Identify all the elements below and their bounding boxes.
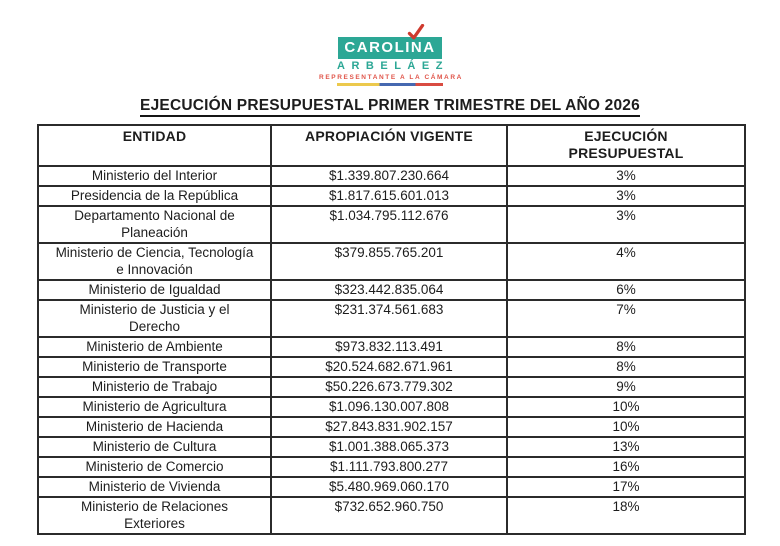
checkmark-icon — [407, 24, 425, 40]
entity-cell: Ministerio de Transporte — [37, 356, 272, 378]
entity-cell: Ministerio de Hacienda — [37, 416, 272, 438]
appropriation-cell: $1.096.130.007.808 — [270, 396, 508, 418]
execution-cell: 6% — [506, 279, 746, 301]
execution-cell: 16% — [506, 456, 746, 478]
col-header-ejecucion-presupuestal: EJECUCIÓN PRESUPUESTAL — [506, 124, 746, 167]
col-header-entidad: ENTIDAD — [37, 124, 272, 167]
page: CAROLINA ARBELÁEZ REPRESENTANTE A LA CÁM… — [0, 24, 780, 535]
entity-cell: Ministerio de Relaciones Exteriores — [37, 496, 272, 535]
header-row: ENTIDAD APROPIACIÓN VIGENTE EJECUCIÓN PR… — [37, 124, 746, 167]
entity-cell: Ministerio de Ciencia, Tecnología e Inno… — [37, 242, 272, 281]
logo-surname: ARBELÁEZ — [337, 60, 449, 72]
entity-cell: Ministerio de Agricultura — [37, 396, 272, 418]
execution-cell: 3% — [506, 185, 746, 207]
execution-cell: 10% — [506, 416, 746, 438]
execution-cell: 8% — [506, 336, 746, 358]
appropriation-cell: $1.339.807.230.664 — [270, 165, 508, 187]
table-row: Ministerio del Interior $1.339.807.230.66… — [37, 165, 746, 187]
execution-cell: 3% — [506, 205, 746, 244]
table-row: Presidencia de la República $1.817.615.60… — [37, 185, 746, 207]
table-row: Ministerio de Igualdad $323.442.835.064 6% — [37, 279, 746, 301]
appropriation-cell: $50.226.673.779.302 — [270, 376, 508, 398]
table-row: Ministerio de Comercio $1.111.793.800.277… — [37, 456, 746, 478]
execution-cell: 10% — [506, 396, 746, 418]
table-row: Departamento Nacional de Planeación $1.03… — [37, 205, 746, 244]
entity-cell: Presidencia de la República — [37, 185, 272, 207]
table-row: Ministerio de Transporte $20.524.682.671.… — [37, 356, 746, 378]
appropriation-cell: $379.855.765.201 — [270, 242, 508, 281]
execution-cell: 13% — [506, 436, 746, 458]
entity-cell: Ministerio de Justicia y el Derecho — [37, 299, 272, 338]
execution-cell: 3% — [506, 165, 746, 187]
table-row: Ministerio de Justicia y el Derecho $231.… — [37, 299, 746, 338]
campaign-logo: CAROLINA ARBELÁEZ REPRESENTANTE A LA CÁM… — [305, 24, 475, 86]
col-header-apropiacion-vigente: APROPIACIÓN VIGENTE — [270, 124, 508, 167]
appropriation-cell: $20.524.682.671.961 — [270, 356, 508, 378]
entity-cell: Departamento Nacional de Planeación — [37, 205, 272, 244]
table-row: Ministerio de Hacienda $27.843.831.902.15… — [37, 416, 746, 438]
logo-subtitle: REPRESENTANTE A LA CÁMARA — [319, 74, 463, 81]
table-body: Ministerio del Interior $1.339.807.230.66… — [37, 165, 746, 535]
table-row: Ministerio de Agricultura $1.096.130.007.… — [37, 396, 746, 418]
execution-cell: 18% — [506, 496, 746, 535]
execution-cell: 17% — [506, 476, 746, 498]
table-row: Ministerio de Relaciones Exteriores $732.… — [37, 496, 746, 535]
table-header: ENTIDAD APROPIACIÓN VIGENTE EJECUCIÓN PR… — [37, 124, 746, 167]
table-row: Ministerio de Vivienda $5.480.969.060.170… — [37, 476, 746, 498]
entity-cell: Ministerio de Comercio — [37, 456, 272, 478]
appropriation-cell: $1.817.615.601.013 — [270, 185, 508, 207]
logo-name: CAROLINA — [344, 39, 436, 56]
colombia-flag-strip — [337, 83, 443, 86]
table-row: Ministerio de Ambiente $973.832.113.491 8% — [37, 336, 746, 358]
appropriation-cell: $231.374.561.683 — [270, 299, 508, 338]
entity-cell: Ministerio de Igualdad — [37, 279, 272, 301]
entity-cell: Ministerio del Interior — [37, 165, 272, 187]
appropriation-cell: $323.442.835.064 — [270, 279, 508, 301]
budget-table: ENTIDAD APROPIACIÓN VIGENTE EJECUCIÓN PR… — [37, 124, 746, 535]
appropriation-cell: $973.832.113.491 — [270, 336, 508, 358]
appropriation-cell: $27.843.831.902.157 — [270, 416, 508, 438]
entity-cell: Ministerio de Ambiente — [37, 336, 272, 358]
appropriation-cell: $5.480.969.060.170 — [270, 476, 508, 498]
execution-cell: 4% — [506, 242, 746, 281]
logo-name-box: CAROLINA — [338, 37, 442, 59]
entity-cell: Ministerio de Cultura — [37, 436, 272, 458]
table-row: Ministerio de Trabajo $50.226.673.779.302… — [37, 376, 746, 398]
entity-cell: Ministerio de Vivienda — [37, 476, 272, 498]
page-title-text: EJECUCIÓN PRESUPUESTAL PRIMER TRIMESTRE … — [140, 97, 640, 117]
appropriation-cell: $732.652.960.750 — [270, 496, 508, 535]
table-row: Ministerio de Ciencia, Tecnología e Inno… — [37, 242, 746, 281]
appropriation-cell: $1.001.388.065.373 — [270, 436, 508, 458]
table-row: Ministerio de Cultura $1.001.388.065.373 1… — [37, 436, 746, 458]
execution-cell: 9% — [506, 376, 746, 398]
entity-cell: Ministerio de Trabajo — [37, 376, 272, 398]
appropriation-cell: $1.034.795.112.676 — [270, 205, 508, 244]
execution-cell: 8% — [506, 356, 746, 378]
execution-cell: 7% — [506, 299, 746, 338]
appropriation-cell: $1.111.793.800.277 — [270, 456, 508, 478]
page-title: EJECUCIÓN PRESUPUESTAL PRIMER TRIMESTRE … — [0, 97, 780, 117]
